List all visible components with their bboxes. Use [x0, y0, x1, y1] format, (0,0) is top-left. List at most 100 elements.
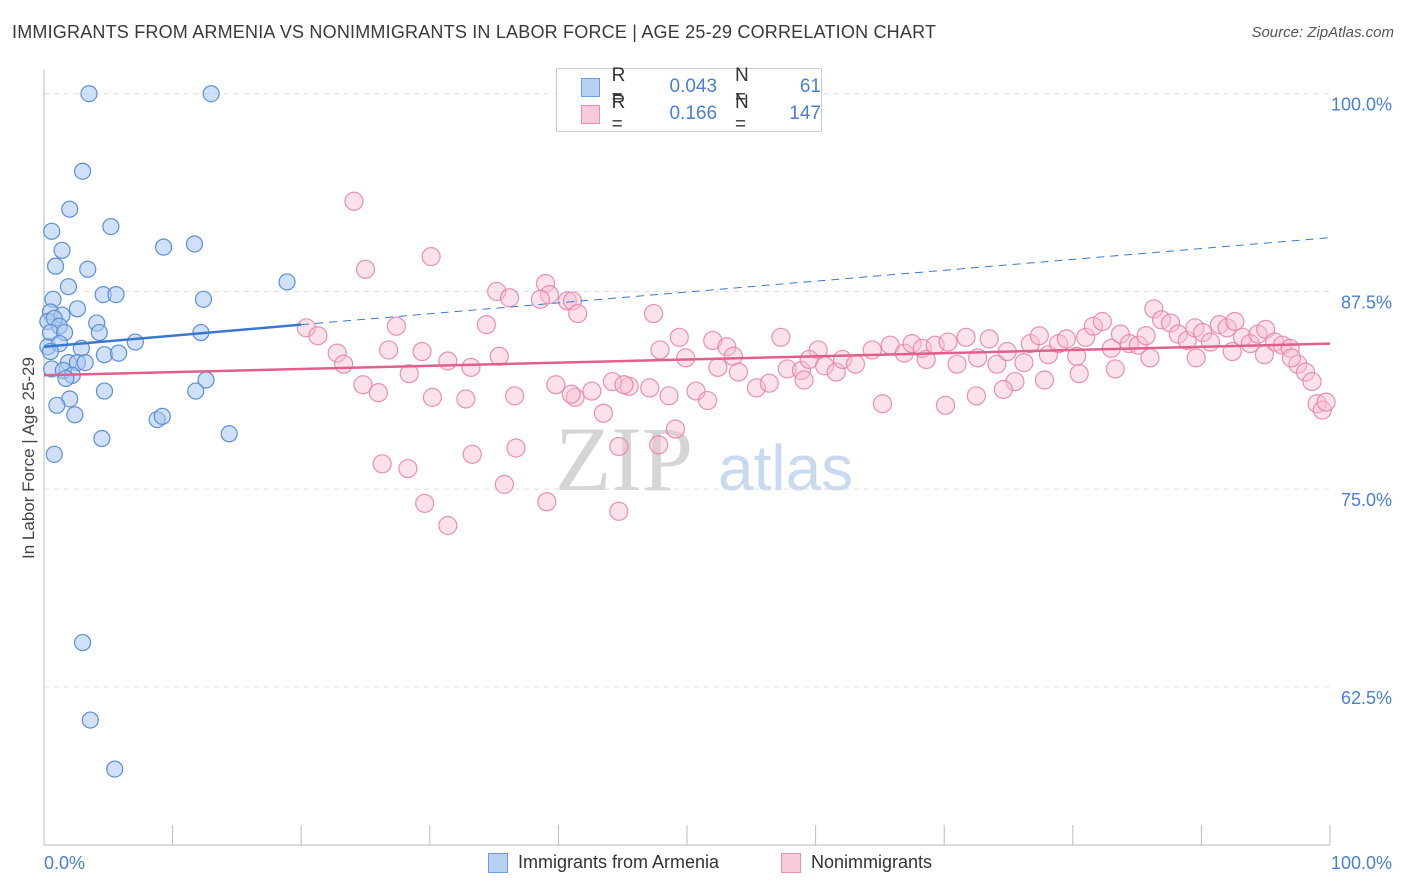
- armenia-trend-extension: [301, 237, 1331, 326]
- nonimmigrant-point: [1316, 392, 1336, 412]
- nonimmigrant-point: [415, 493, 435, 513]
- nonimmigrant-point: [1281, 348, 1302, 368]
- correlation-legend: R = 0.043 N = 61 R = 0.166 N = 147: [556, 65, 822, 135]
- nonimmigrant-point: [1225, 311, 1245, 332]
- legend-n-label: N =: [735, 65, 749, 108]
- armenia-point: [46, 257, 65, 275]
- nonimmigrant-point: [462, 444, 482, 464]
- nonimmigrant-point: [537, 492, 557, 512]
- nonimmigrant-point: [557, 291, 578, 311]
- nonimmigrant-point: [530, 289, 550, 309]
- nonimmigrant-point: [665, 419, 686, 439]
- nonimmigrant-point: [614, 375, 634, 395]
- armenia-point: [185, 235, 204, 253]
- armenia-point: [126, 333, 144, 351]
- nonimmigrant-point: [1105, 359, 1125, 379]
- legend-row-nonimmigrants: R = 0.166 N = 147: [557, 92, 821, 135]
- armenia-point: [107, 285, 125, 304]
- armenia-point: [95, 382, 114, 400]
- nonimmigrant-point: [353, 375, 373, 395]
- nonimmigrant-point: [438, 351, 458, 371]
- nonimmigrant-point: [708, 357, 728, 377]
- armenia-point: [73, 633, 92, 652]
- nonimmigrant-point: [386, 316, 406, 336]
- nonimmigrant-point: [368, 383, 388, 403]
- nonimmigrant-point: [505, 386, 525, 406]
- armenia-point: [48, 396, 66, 414]
- nonimmigrant-point: [1056, 329, 1076, 349]
- nonimmigrant-point: [609, 501, 629, 521]
- nonimmigrant-point: [777, 359, 797, 379]
- legend-swatch-nonimmigrants: [581, 104, 600, 124]
- nonimmigrant-point: [456, 389, 476, 409]
- nonimmigrant-point: [539, 284, 559, 305]
- nonimmigrant-point: [1069, 364, 1089, 384]
- nonimmigrant-point: [1200, 332, 1221, 352]
- armenia-point: [57, 369, 75, 388]
- nonimmigrant-point: [499, 288, 520, 308]
- nonimmigrant-point: [794, 370, 814, 390]
- legend-r-value: 0.166: [669, 103, 718, 124]
- armenia-point: [106, 760, 124, 778]
- x-tick-label-min: 0.0%: [44, 853, 85, 873]
- legend-row-armenia: R = 0.043 N = 61: [557, 65, 821, 108]
- nonimmigrant-point: [1209, 315, 1230, 335]
- armenia-point: [102, 217, 120, 236]
- nonimmigrant-point: [1034, 370, 1055, 390]
- bottom-legend-swatch-armenia: [488, 852, 508, 873]
- nonimmigrant-point: [938, 332, 958, 352]
- nonimmigrant-point: [966, 386, 986, 406]
- nonimmigrant-point: [438, 515, 458, 536]
- y-tick-label: 100.0%: [1331, 95, 1392, 115]
- nonimmigrant-point: [476, 315, 496, 335]
- y-axis-label: In Labor Force | Age 25-29: [19, 357, 38, 559]
- armenia-point: [53, 241, 71, 259]
- armenia-point: [43, 222, 61, 240]
- armenia-point: [68, 300, 87, 318]
- nonimmigrant-point: [935, 395, 956, 415]
- watermark-zip: ZIP: [555, 408, 693, 510]
- nonimmigrant-point: [568, 303, 588, 324]
- nonimmigrant-trend-line: [43, 342, 1331, 377]
- armenia-point: [45, 445, 63, 463]
- armenia-point: [90, 323, 108, 342]
- armenia-point: [278, 273, 296, 291]
- nonimmigrant-point: [489, 346, 509, 366]
- armenia-point: [202, 85, 220, 103]
- nonimmigrant-point: [759, 373, 779, 393]
- nonimmigrant-point: [728, 362, 749, 382]
- armenia-point: [153, 407, 171, 425]
- nonimmigrant-point: [697, 390, 718, 411]
- nonimmigrant-point: [355, 259, 376, 279]
- nonimmigrant-point: [1014, 353, 1034, 373]
- armenia-point: [220, 425, 238, 443]
- nonimmigrant-point: [979, 329, 999, 349]
- nonimmigrant-point: [1254, 345, 1275, 365]
- axis-labels: 62.5% 75.0% 87.5% 100.0% 0.0% 100.0% In Labor …: [19, 95, 1392, 873]
- armenia-point: [187, 382, 205, 400]
- nonimmigrant-point: [1005, 371, 1025, 392]
- y-tick-label: 62.5%: [1341, 688, 1392, 708]
- nonimmigrant-point: [1083, 316, 1103, 336]
- nonimmigrant-point: [872, 394, 893, 414]
- bottom-legend-label-armenia: Immigrants from Armenia: [518, 852, 720, 872]
- nonimmigrant-point: [308, 326, 328, 346]
- nonimmigrant-point: [669, 327, 689, 347]
- nonimmigrants-points: [296, 191, 1336, 536]
- armenia-trend-line: [43, 323, 302, 349]
- armenia-point: [93, 429, 111, 448]
- armenia-point: [109, 344, 128, 362]
- nonimmigrant-point: [461, 357, 481, 377]
- nonimmigrant-point: [956, 327, 976, 347]
- nonimmigrant-point: [947, 354, 967, 374]
- bottom-legend-swatch-nonimmigrants: [781, 852, 801, 873]
- nonimmigrant-point: [902, 334, 922, 354]
- nonimmigrant-point: [659, 386, 679, 406]
- nonimmigrant-point: [987, 354, 1007, 374]
- nonimmigrant-point: [1302, 371, 1322, 392]
- legend-n-value: 147: [789, 103, 821, 124]
- nonimmigrant-point: [717, 337, 737, 357]
- chart-title: IMMIGRANTS FROM ARMENIA VS NONIMMIGRANTS…: [12, 22, 937, 42]
- y-tick-label: 75.0%: [1341, 490, 1392, 510]
